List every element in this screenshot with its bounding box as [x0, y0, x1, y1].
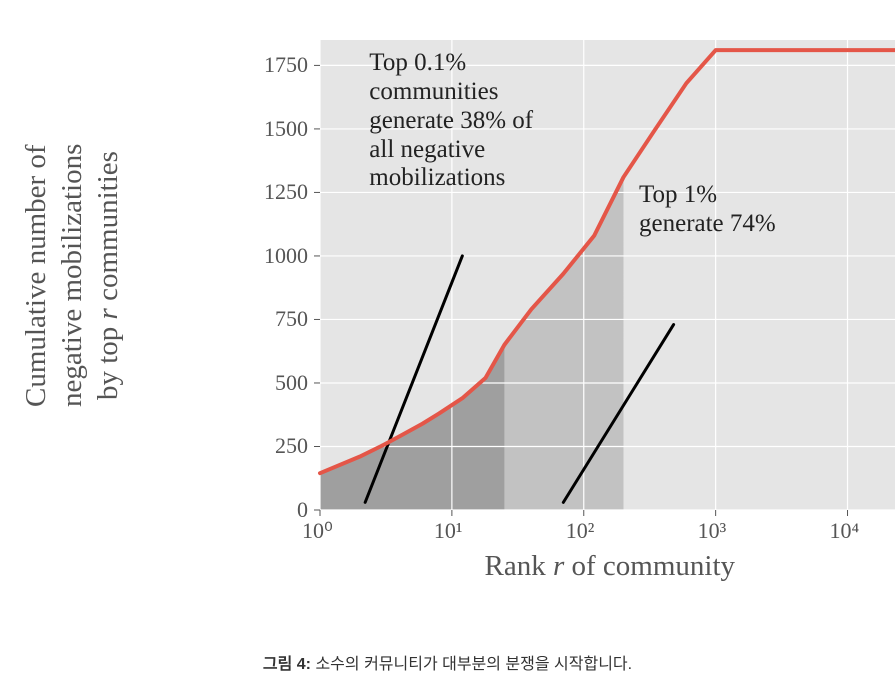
plot-outer: Cumulative number of negative mobilizati…	[70, 0, 880, 630]
x-tick-label: 10⁴	[830, 518, 860, 544]
figure-container: Cumulative number of negative mobilizati…	[0, 0, 895, 693]
x-axis-label: Rank r of community	[485, 550, 736, 583]
x-axis-label-r: r	[553, 550, 564, 582]
y-tick-label: 500	[275, 370, 308, 396]
y-axis-label-line2: negative mobilizations	[56, 143, 89, 406]
x-axis-label-pre: Rank	[485, 550, 553, 582]
y-tick-label: 1000	[264, 243, 308, 269]
x-tick-label: 10⁰	[302, 518, 333, 544]
y-tick-label: 750	[275, 306, 308, 332]
y-tick-label: 1750	[264, 52, 308, 78]
caption-text: 소수의 커뮤니티가 대부분의 분쟁을 시작합니다.	[311, 656, 632, 673]
chart-annotation: Top 0.1%communitiesgenerate 38% ofall ne…	[369, 49, 533, 193]
y-tick-label: 1250	[264, 179, 308, 205]
figure-caption: 그림 4: 소수의 커뮤니티가 대부분의 분쟁을 시작합니다.	[0, 650, 895, 674]
y-axis-label-line3: by top r communities	[92, 151, 125, 400]
y-tick-label: 1500	[264, 116, 308, 142]
y-tick-label: 250	[275, 433, 308, 459]
y-axis-label-line1: Cumulative number of	[20, 144, 53, 407]
x-axis-label-post: of community	[564, 550, 735, 582]
x-tick-label: 10¹	[434, 518, 463, 544]
chart-annotation: Top 1%generate 74%	[639, 181, 776, 239]
x-tick-label: 10²	[566, 518, 595, 544]
x-tick-label: 10³	[698, 518, 727, 544]
caption-label: 그림 4:	[263, 656, 311, 673]
